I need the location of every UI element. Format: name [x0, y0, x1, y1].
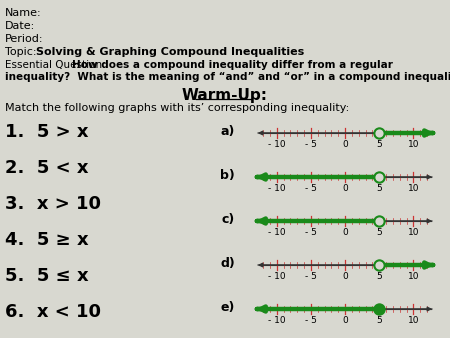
Text: - 10: - 10: [268, 140, 285, 149]
Text: Essential Question:: Essential Question:: [5, 60, 109, 70]
Point: [376, 218, 383, 224]
Text: 0: 0: [342, 316, 348, 325]
Text: - 10: - 10: [268, 184, 285, 193]
Text: e): e): [220, 301, 235, 314]
Text: c): c): [222, 214, 235, 226]
Text: 6.  x < 10: 6. x < 10: [5, 303, 101, 321]
Text: 3.  x > 10: 3. x > 10: [5, 195, 101, 213]
Text: 0: 0: [342, 140, 348, 149]
Text: 10: 10: [408, 184, 419, 193]
Text: b): b): [220, 169, 235, 183]
Text: Name:: Name:: [5, 8, 41, 18]
Text: - 5: - 5: [305, 228, 317, 237]
Text: 0: 0: [342, 184, 348, 193]
Point: [376, 130, 383, 136]
Text: - 10: - 10: [268, 228, 285, 237]
Text: 1.  5 > x: 1. 5 > x: [5, 123, 89, 141]
Text: Solving & Graphing Compound Inequalities: Solving & Graphing Compound Inequalities: [36, 47, 304, 57]
Text: - 10: - 10: [268, 316, 285, 325]
Text: - 5: - 5: [305, 140, 317, 149]
Text: Match the following graphs with its’ corresponding inequality:: Match the following graphs with its’ cor…: [5, 103, 349, 113]
Text: 10: 10: [408, 228, 419, 237]
Text: 4.  5 ≥ x: 4. 5 ≥ x: [5, 231, 89, 249]
Text: Date:: Date:: [5, 21, 35, 31]
Text: 0: 0: [342, 228, 348, 237]
Text: 5: 5: [376, 272, 382, 281]
Text: 2.  5 < x: 2. 5 < x: [5, 159, 89, 177]
Text: 5: 5: [376, 184, 382, 193]
Text: Topic:: Topic:: [5, 47, 44, 57]
Text: 10: 10: [408, 140, 419, 149]
Text: a): a): [220, 125, 235, 139]
Text: 10: 10: [408, 272, 419, 281]
Text: Warm-Up:: Warm-Up:: [182, 88, 268, 103]
Text: - 5: - 5: [305, 184, 317, 193]
Text: 5: 5: [376, 228, 382, 237]
Text: - 5: - 5: [305, 272, 317, 281]
Text: How does a compound inequality differ from a regular: How does a compound inequality differ fr…: [72, 60, 393, 70]
Text: 5: 5: [376, 140, 382, 149]
Text: 10: 10: [408, 316, 419, 325]
Text: 0: 0: [342, 272, 348, 281]
Text: 5.  5 ≤ x: 5. 5 ≤ x: [5, 267, 89, 285]
Text: - 10: - 10: [268, 272, 285, 281]
Text: 5: 5: [376, 316, 382, 325]
Text: Period:: Period:: [5, 34, 44, 44]
Point: [376, 306, 383, 312]
Point: [376, 262, 383, 268]
Text: inequality?  What is the meaning of “and” and “or” in a compound inequality?: inequality? What is the meaning of “and”…: [5, 72, 450, 82]
Text: d): d): [220, 258, 235, 270]
Point: [376, 174, 383, 180]
Text: - 5: - 5: [305, 316, 317, 325]
